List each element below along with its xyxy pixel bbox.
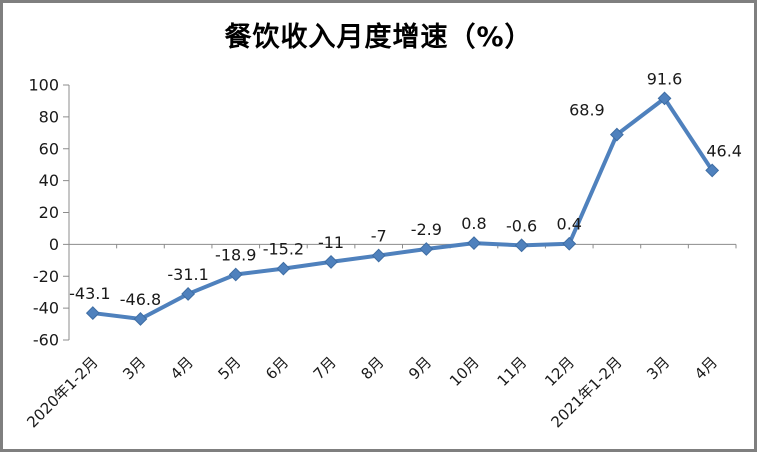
- y-tick-label: 40: [39, 171, 59, 190]
- y-tick-label: 20: [39, 203, 59, 222]
- y-tick-label: -40: [33, 299, 59, 318]
- y-axis: 100 80 60 40 20 0 -20 -40 -60: [28, 76, 70, 350]
- chart-title: 餐饮收入月度增速（%）: [224, 22, 533, 53]
- x-tick-label: 2020年1-2月: [23, 353, 101, 431]
- y-tick-label: -60: [33, 331, 59, 350]
- data-point-label: 68.9: [569, 101, 605, 120]
- x-tick-label: 3月: [119, 353, 149, 383]
- x-tick-label: 5月: [214, 353, 244, 383]
- data-series: -43.1 -46.8 -31.1 -18.9 -15.2 -11 -7 -2.9 0.8 -0.…: [69, 69, 742, 326]
- data-point-marker: [324, 254, 338, 269]
- x-axis: 2020年1-2月 3月 4月 5月 6月 7月 8月 9月 10月 11月 12月2021年1-2…: [23, 243, 737, 431]
- data-point-label: 0.4: [557, 215, 582, 234]
- data-point-marker: [181, 287, 196, 301]
- data-point-label: 0.8: [461, 214, 486, 233]
- x-tick-label: 9月: [405, 353, 435, 383]
- data-point-label: -46.8: [120, 290, 161, 309]
- data-point-label: -31.1: [167, 265, 208, 284]
- y-tick-label: 0: [49, 235, 59, 254]
- data-point-label: -18.9: [215, 245, 256, 264]
- data-point-marker: [85, 306, 100, 320]
- data-point-label: 46.4: [706, 141, 742, 160]
- x-tick-label: 12月: [541, 353, 578, 390]
- data-point-label: -43.1: [69, 284, 110, 303]
- x-tick-label: 7月: [310, 353, 340, 383]
- x-tick-label: 3月: [643, 353, 673, 383]
- data-point-marker: [562, 236, 577, 251]
- x-tick-label: 8月: [357, 353, 387, 383]
- data-point-marker: [371, 248, 386, 263]
- data-point-label: -7: [371, 227, 387, 246]
- data-point-marker: [276, 261, 291, 276]
- data-point-label: -0.6: [506, 216, 537, 235]
- x-tick-label: 10月: [446, 353, 483, 390]
- data-point-marker: [467, 236, 481, 251]
- data-point-marker: [133, 312, 148, 326]
- data-point-marker: [705, 163, 720, 178]
- x-tick-label: 11月: [494, 353, 531, 390]
- data-point-label: 91.6: [647, 69, 683, 88]
- y-tick-label: -20: [33, 267, 59, 286]
- x-tick-label: 4月: [167, 353, 197, 383]
- data-point-label: -15.2: [263, 240, 304, 259]
- data-point-marker: [228, 267, 243, 282]
- series-line: [90, 96, 715, 321]
- data-point-marker: [419, 242, 434, 256]
- y-tick-label: 60: [39, 139, 59, 158]
- data-point-label: -2.9: [411, 220, 442, 239]
- data-point-marker: [514, 238, 529, 253]
- data-point-marker: [609, 127, 624, 142]
- data-point-label: -11: [318, 233, 344, 252]
- x-tick-label: 4月: [691, 353, 721, 383]
- x-tick-label: 6月: [262, 353, 292, 383]
- y-tick-label: 80: [39, 107, 59, 126]
- line-chart-canvas: 100 80 60 40 20 0 -20 -40 -60 2020年1-2月 3月 4月 5月 6月 7月…: [23, 69, 742, 431]
- y-tick-label: 100: [28, 76, 59, 95]
- data-point-marker: [657, 91, 672, 106]
